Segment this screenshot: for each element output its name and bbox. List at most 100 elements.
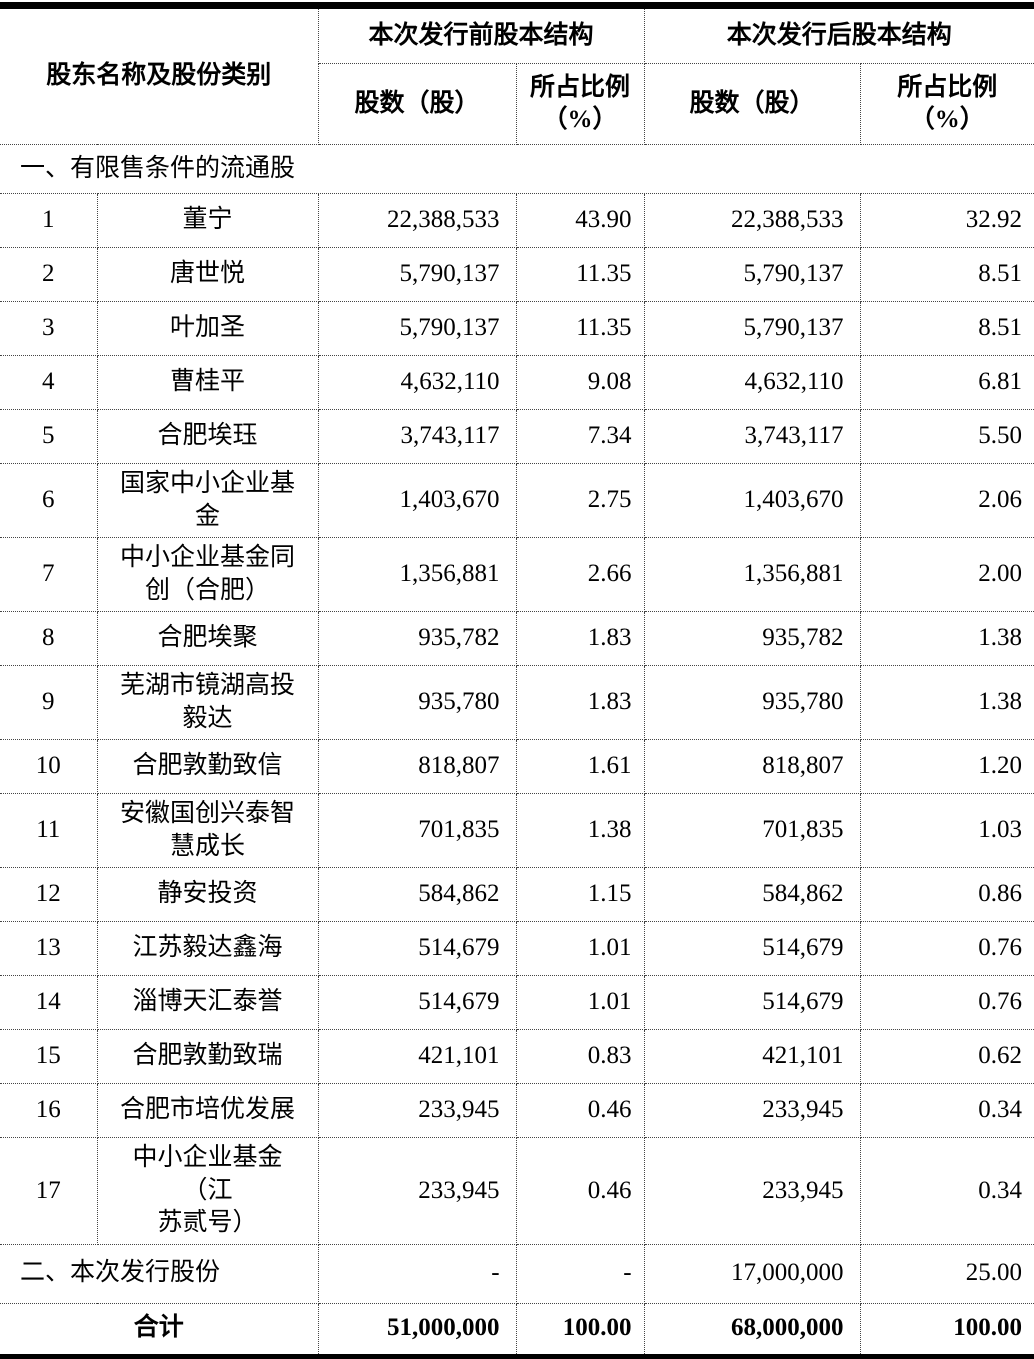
pre-shares: 935,780 xyxy=(317,665,517,740)
table-row: 17 中小企业基金（江 苏贰号） 233,945 0.46 233,945 0.… xyxy=(0,1137,1034,1245)
row-number: 10 xyxy=(0,739,98,794)
shareholder-name: 安徽国创兴泰智 慧成长 xyxy=(96,793,319,868)
post-ratio: 1.38 xyxy=(859,611,1034,666)
row-number: 5 xyxy=(0,409,98,464)
post-ratio: 2.00 xyxy=(859,537,1034,612)
pre-ratio: 1.01 xyxy=(515,921,645,976)
row-number: 3 xyxy=(0,301,98,356)
post-shares: 22,388,533 xyxy=(643,193,861,248)
pre-ratio: 11.35 xyxy=(515,247,645,302)
shareholder-name: 董宁 xyxy=(96,193,319,248)
post-ratio: 0.76 xyxy=(859,975,1034,1030)
post-shares: 935,780 xyxy=(643,665,861,740)
pre-ratio: 7.34 xyxy=(515,409,645,464)
post-shares: 1,356,881 xyxy=(643,537,861,612)
pre-shares: 514,679 xyxy=(317,921,517,976)
row-number: 12 xyxy=(0,867,98,922)
row-number: 6 xyxy=(0,463,98,538)
total-post-ratio: 100.00 xyxy=(859,1302,1034,1357)
pre-shares: - xyxy=(317,1243,517,1304)
post-shares: 818,807 xyxy=(643,739,861,794)
post-ratio: 1.38 xyxy=(859,665,1034,740)
post-shares: 584,862 xyxy=(643,867,861,922)
pre-ratio: 1.01 xyxy=(515,975,645,1030)
section-row-new-issue: 二、本次发行股份 - - 17,000,000 25.00 xyxy=(0,1243,1034,1304)
header-group-row: 股东名称及股份类别 本次发行前股本结构 本次发行后股本结构 xyxy=(0,5,1034,145)
pre-shares: 935,782 xyxy=(317,611,517,666)
post-shares: 514,679 xyxy=(643,975,861,1030)
pre-ratio: 43.90 xyxy=(515,193,645,248)
post-shares: 935,782 xyxy=(643,611,861,666)
post-shares: 5,790,137 xyxy=(643,301,861,356)
pre-ratio: 0.46 xyxy=(515,1083,645,1138)
pre-ratio: 2.66 xyxy=(515,537,645,612)
post-ratio: 2.06 xyxy=(859,463,1034,538)
total-pre-shares: 51,000,000 xyxy=(317,1302,517,1357)
pre-ratio: 9.08 xyxy=(515,355,645,410)
shareholder-name: 曹桂平 xyxy=(96,355,319,410)
row-number: 1 xyxy=(0,193,98,248)
post-ratio: 1.20 xyxy=(859,739,1034,794)
section-row-restricted-shares: 一、有限售条件的流通股 xyxy=(0,144,1034,194)
shareholder-name: 合肥埃聚 xyxy=(96,611,319,666)
post-ratio: 8.51 xyxy=(859,301,1034,356)
table-row: 10 合肥敦勤致信 818,807 1.61 818,807 1.20 xyxy=(0,739,1034,794)
shareholder-name: 中小企业基金同 创（合肥） xyxy=(96,537,319,612)
post-ratio: 5.50 xyxy=(859,409,1034,464)
table-row: 2 唐世悦 5,790,137 11.35 5,790,137 8.51 xyxy=(0,247,1034,302)
pre-ratio: 1.83 xyxy=(515,611,645,666)
table-row: 6 国家中小企业基 金 1,403,670 2.75 1,403,670 2.0… xyxy=(0,463,1034,538)
shareholder-name: 合肥埃珏 xyxy=(96,409,319,464)
table-row: 8 合肥埃聚 935,782 1.83 935,782 1.38 xyxy=(0,611,1034,666)
row-number: 15 xyxy=(0,1029,98,1084)
pre-ratio: 0.83 xyxy=(515,1029,645,1084)
pre-shares: 4,632,110 xyxy=(317,355,517,410)
shareholder-name: 芜湖市镜湖高投 毅达 xyxy=(96,665,319,740)
shareholder-name: 叶加圣 xyxy=(96,301,319,356)
table-row: 4 曹桂平 4,632,110 9.08 4,632,110 6.81 xyxy=(0,355,1034,410)
header-post-ratio: 所占比例 （%） xyxy=(859,63,1034,145)
shareholder-name: 静安投资 xyxy=(96,867,319,922)
table-row: 11 安徽国创兴泰智 慧成长 701,835 1.38 701,835 1.03 xyxy=(0,793,1034,868)
row-number: 17 xyxy=(0,1137,98,1245)
table-row: 13 江苏毅达鑫海 514,679 1.01 514,679 0.76 xyxy=(0,921,1034,976)
header-shareholder: 股东名称及股份类别 xyxy=(0,5,319,145)
pre-shares: 421,101 xyxy=(317,1029,517,1084)
table-row: 5 合肥埃珏 3,743,117 7.34 3,743,117 5.50 xyxy=(0,409,1034,464)
post-shares: 514,679 xyxy=(643,921,861,976)
pre-ratio: - xyxy=(515,1243,645,1304)
post-shares: 233,945 xyxy=(643,1083,861,1138)
post-ratio: 6.81 xyxy=(859,355,1034,410)
row-number: 14 xyxy=(0,975,98,1030)
header-post-shares: 股数（股） xyxy=(643,63,861,145)
table-row: 7 中小企业基金同 创（合肥） 1,356,881 2.66 1,356,881… xyxy=(0,537,1034,612)
shareholder-name: 合肥敦勤致瑞 xyxy=(96,1029,319,1084)
pre-ratio: 1.61 xyxy=(515,739,645,794)
pre-shares: 3,743,117 xyxy=(317,409,517,464)
row-number: 7 xyxy=(0,537,98,612)
pre-ratio: 1.83 xyxy=(515,665,645,740)
row-number: 4 xyxy=(0,355,98,410)
post-ratio: 25.00 xyxy=(859,1243,1034,1304)
row-number: 16 xyxy=(0,1083,98,1138)
pre-shares: 5,790,137 xyxy=(317,301,517,356)
pre-ratio: 0.46 xyxy=(515,1137,645,1245)
pre-shares: 1,356,881 xyxy=(317,537,517,612)
table-row: 16 合肥市培优发展 233,945 0.46 233,945 0.34 xyxy=(0,1083,1034,1138)
table-row: 1 董宁 22,388,533 43.90 22,388,533 32.92 xyxy=(0,193,1034,248)
pre-shares: 584,862 xyxy=(317,867,517,922)
post-shares: 5,790,137 xyxy=(643,247,861,302)
pre-shares: 233,945 xyxy=(317,1137,517,1245)
pre-ratio: 1.38 xyxy=(515,793,645,868)
row-number: 13 xyxy=(0,921,98,976)
row-number: 11 xyxy=(0,793,98,868)
post-shares: 3,743,117 xyxy=(643,409,861,464)
shareholder-name: 合肥敦勤致信 xyxy=(96,739,319,794)
shareholder-name: 中小企业基金（江 苏贰号） xyxy=(96,1137,319,1245)
post-ratio: 0.62 xyxy=(859,1029,1034,1084)
shareholder-name: 唐世悦 xyxy=(96,247,319,302)
post-ratio: 0.34 xyxy=(859,1137,1034,1245)
row-number: 9 xyxy=(0,665,98,740)
pre-shares: 1,403,670 xyxy=(317,463,517,538)
